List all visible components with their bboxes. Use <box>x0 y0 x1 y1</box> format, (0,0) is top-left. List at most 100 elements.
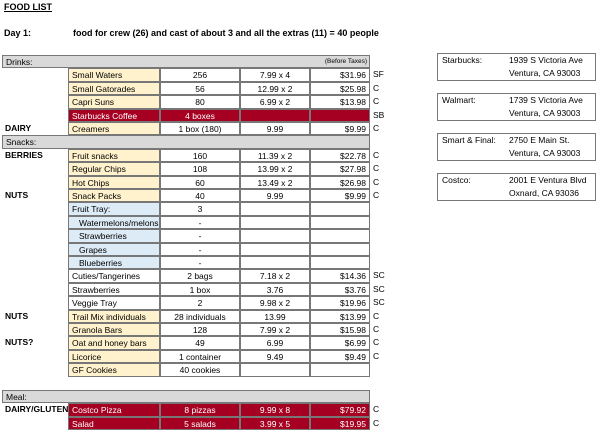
section-header: Meal: <box>2 390 370 404</box>
quantity: - <box>160 229 240 243</box>
store-code <box>370 363 390 376</box>
quantity: 80 <box>160 95 240 109</box>
category-tag <box>2 202 68 215</box>
category-tag <box>2 229 68 242</box>
category-tag <box>2 350 68 363</box>
store-code <box>370 202 390 215</box>
item: Creamers <box>68 122 160 136</box>
item: Salad <box>68 416 160 431</box>
category-tag: NUTS? <box>5 337 34 348</box>
total <box>310 108 370 122</box>
quantity: 108 <box>160 162 240 176</box>
store-code: C <box>373 417 380 428</box>
header-note: (Before Taxes) <box>324 58 367 65</box>
total: $9.49 <box>310 349 370 364</box>
item: Trail Mix individuals <box>68 309 160 323</box>
category-tag <box>2 176 68 189</box>
section-header: Snacks: <box>2 135 370 149</box>
quantity: 2 bags <box>160 269 240 283</box>
quantity: 256 <box>160 68 240 82</box>
quantity: 160 <box>160 148 240 163</box>
category-tag: NUTS <box>5 310 29 321</box>
store-name: Starbucks: <box>442 55 483 65</box>
quantity: 128 <box>160 323 240 337</box>
item: Cuties/Tangerines <box>68 269 160 283</box>
unit-price <box>240 108 310 122</box>
category-tag <box>2 95 68 108</box>
quantity: - <box>160 242 240 256</box>
category-tag <box>2 162 68 175</box>
unit-price <box>240 363 310 377</box>
store-box <box>437 53 596 81</box>
unit-price: 7.99 x 4 <box>240 68 310 82</box>
quantity: 49 <box>160 336 240 350</box>
total: $9.99 <box>310 189 370 203</box>
store-name: Costco: <box>442 175 471 185</box>
store-name: Smart & Final: <box>442 135 496 145</box>
quantity: 1 container <box>160 349 240 364</box>
total: $15.98 <box>310 323 370 337</box>
item: Grapes <box>68 242 160 256</box>
item: Snack Packs <box>68 189 160 203</box>
store-code: SC <box>373 297 385 308</box>
item: Fruit snacks <box>68 148 160 163</box>
category-tag <box>2 109 68 122</box>
item: Granola Bars <box>68 323 160 337</box>
quantity: 28 individuals <box>160 309 240 323</box>
total: $13.98 <box>310 95 370 109</box>
unit-price <box>240 202 310 216</box>
quantity: 40 <box>160 189 240 203</box>
store-address: Oxnard, CA 93036 <box>509 188 579 198</box>
store-address: Ventura, CA 93003 <box>509 108 581 118</box>
unit-price: 9.99 <box>240 122 310 136</box>
store-code: C <box>373 82 380 93</box>
store-code: SC <box>373 283 385 294</box>
quantity: 40 cookies <box>160 363 240 377</box>
total: $19.96 <box>310 296 370 310</box>
store-code: C <box>373 190 380 200</box>
unit-price: 9.98 x 2 <box>240 296 310 310</box>
store-code: SF <box>373 69 384 80</box>
category-tag <box>2 256 68 269</box>
category-tag <box>2 283 68 296</box>
category-tag: DAIRY <box>5 123 32 133</box>
category-tag: BERRIES <box>5 149 43 160</box>
store-address: Ventura, CA 93003 <box>509 148 581 158</box>
category-tag <box>2 269 68 282</box>
unit-price: 13.49 x 2 <box>240 175 310 189</box>
store-code: C <box>373 176 380 187</box>
total: $19.95 <box>310 416 370 431</box>
total: $14.36 <box>310 269 370 283</box>
store-address: 2750 E Main St. <box>509 135 570 145</box>
total: $25.98 <box>310 81 370 96</box>
item: Costco Pizza <box>68 403 160 417</box>
unit-price <box>240 229 310 243</box>
quantity: 56 <box>160 81 240 96</box>
item: Veggie Tray <box>68 296 160 310</box>
item: Regular Chips <box>68 162 160 176</box>
quantity: 60 <box>160 175 240 189</box>
quantity: 4 boxes <box>160 108 240 122</box>
unit-price: 11.39 x 2 <box>240 148 310 163</box>
unit-price: 7.99 x 2 <box>240 323 310 337</box>
day-label: Day 1: <box>4 28 32 38</box>
category-tag <box>2 323 68 336</box>
category-tag <box>2 363 68 376</box>
item: Oat and honey bars <box>68 336 160 350</box>
category-tag: NUTS <box>5 190 29 200</box>
store-code <box>370 216 390 229</box>
store-code: SC <box>373 270 385 281</box>
store-code: C <box>373 149 380 160</box>
total: $79.92 <box>310 403 370 417</box>
quantity: - <box>160 215 240 230</box>
item: Strawberries <box>68 282 160 297</box>
item: Licorice <box>68 349 160 364</box>
store-code: SB <box>373 109 385 120</box>
item: Small Gatorades <box>68 81 160 96</box>
item: GF Cookies <box>68 363 160 377</box>
unit-price: 12.99 x 2 <box>240 81 310 96</box>
title: FOOD LIST <box>4 2 52 12</box>
item: Small Waters <box>68 68 160 82</box>
store-code: C <box>373 123 380 133</box>
